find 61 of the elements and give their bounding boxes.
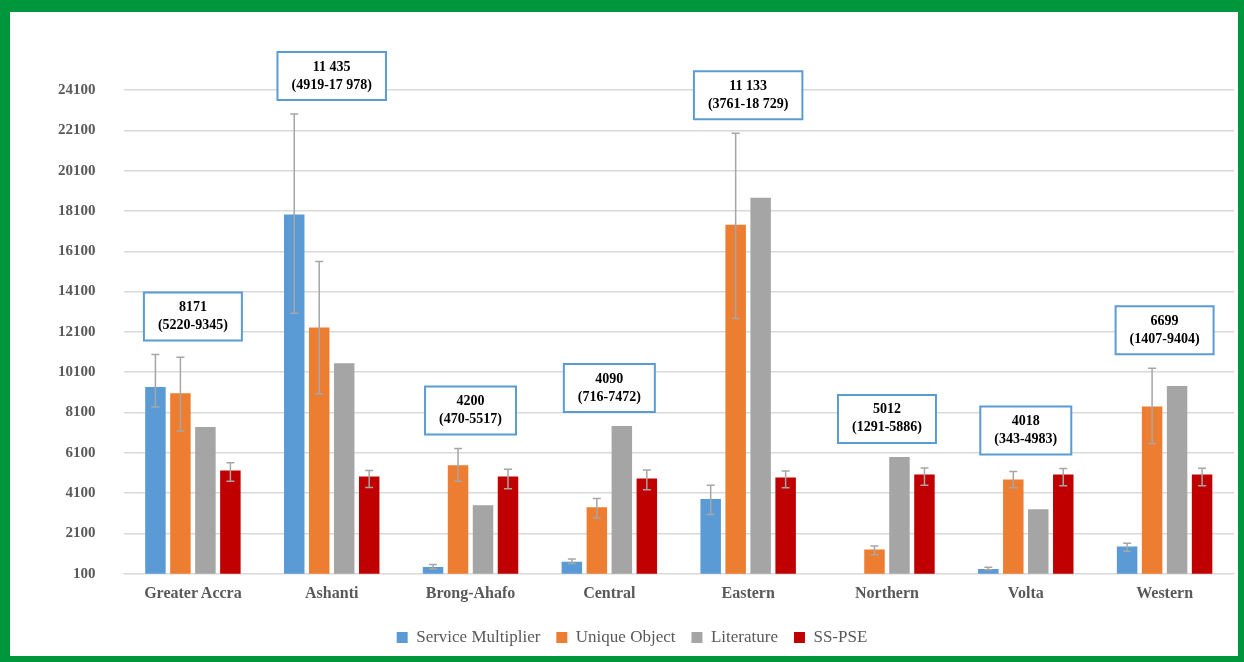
- y-tick-label: 10100: [58, 363, 96, 380]
- y-tick-label: 2100: [65, 524, 96, 541]
- bar: [864, 549, 885, 574]
- annotation: 5012 (1291-5886): [851, 401, 923, 436]
- legend-label: Service Multiplier: [416, 626, 541, 646]
- bar: [1116, 546, 1138, 574]
- bar: [636, 478, 658, 574]
- bar: [1053, 474, 1074, 574]
- bar: [1166, 385, 1188, 574]
- bar: [611, 426, 633, 574]
- bar: [889, 456, 910, 574]
- bar: [700, 499, 721, 574]
- y-tick-label: 14100: [58, 282, 96, 299]
- y-tick-label: 8100: [65, 403, 96, 420]
- x-tick-label: Northern: [854, 583, 920, 601]
- y-tick-label: 100: [73, 564, 96, 581]
- y-tick-label: 6100: [65, 443, 96, 460]
- bar: [775, 477, 796, 574]
- bar: [358, 476, 380, 574]
- x-tick-label: Ashanti: [305, 583, 359, 601]
- x-tick-label: Brong-Ahafo: [425, 583, 516, 602]
- x-tick-label: Eastern: [721, 583, 775, 601]
- bar: [497, 476, 519, 574]
- y-tick-label: 18100: [58, 201, 96, 218]
- bar: [170, 393, 191, 574]
- annotation: 11 435 (4919-17 978): [291, 58, 373, 93]
- bar: [914, 474, 935, 574]
- annotation: 4018 (343-4983): [994, 413, 1058, 448]
- legend-label: Unique Object: [575, 626, 676, 646]
- bar: [333, 363, 355, 574]
- bar: [195, 427, 216, 574]
- bar: [1003, 479, 1024, 574]
- annotation: 6699 (1407-9404): [1129, 312, 1200, 347]
- legend-label: Literature: [710, 626, 778, 646]
- bar: [725, 224, 746, 574]
- x-tick-label: Greater Accra: [144, 583, 242, 601]
- annotation: 4200 (470-5517): [439, 393, 503, 428]
- bar: [750, 197, 771, 574]
- bar: [1191, 474, 1213, 574]
- y-tick-label: 16100: [58, 242, 96, 259]
- bar: [1141, 406, 1163, 574]
- legend-label: SS-PSE: [813, 626, 868, 646]
- annotation: 8171 (5220-9345): [157, 299, 229, 334]
- y-tick-label: 4100: [65, 484, 96, 501]
- y-tick-label: 22100: [58, 121, 96, 138]
- y-tick-label: 12100: [58, 322, 96, 339]
- bar: [284, 214, 305, 574]
- bar: [472, 505, 494, 574]
- bar: [220, 470, 241, 574]
- bar: [145, 386, 166, 574]
- annotation: 4090 (716-7472): [577, 370, 642, 405]
- y-tick-label: 24100: [58, 80, 96, 97]
- x-tick-label: Volta: [1007, 583, 1044, 601]
- bar: [308, 327, 330, 574]
- annotation: 11 133 (3761-18 729): [707, 77, 789, 112]
- y-tick-label: 20100: [58, 161, 96, 178]
- bar: [447, 465, 469, 574]
- bar: [1028, 509, 1049, 574]
- x-tick-label: Western: [1136, 583, 1194, 601]
- bar: [586, 507, 608, 574]
- x-tick-label: Central: [583, 583, 637, 601]
